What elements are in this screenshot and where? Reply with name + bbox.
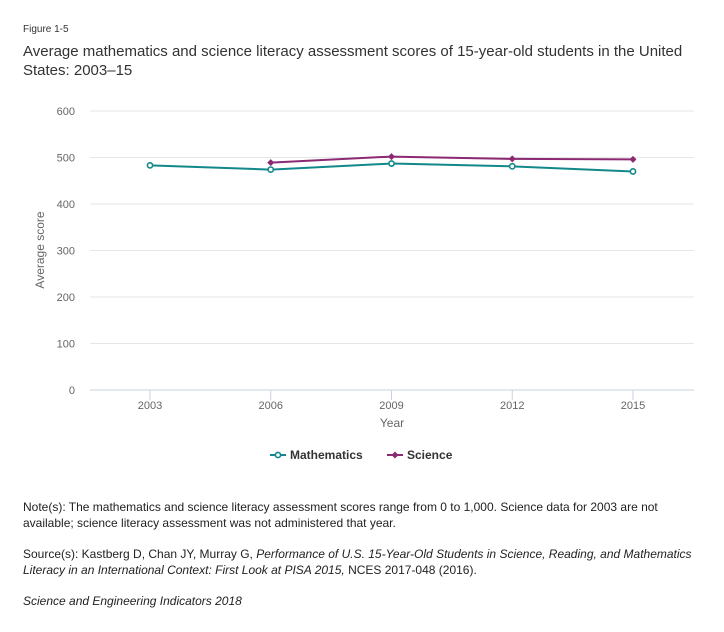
y-tick-label: 500: [57, 153, 75, 165]
note-text: Note(s): The mathematics and science lit…: [23, 500, 658, 530]
data-point-mathematics: [629, 168, 637, 175]
data-point-mathematics: [508, 162, 516, 170]
chart-title: Average mathematics and science literacy…: [23, 43, 683, 79]
legend-label: Mathematics: [290, 448, 363, 462]
x-tick-label: 2003: [138, 400, 162, 412]
legend-marker: [391, 451, 399, 459]
source-title: Performance of U.S. 15-Year-Old Students…: [23, 547, 692, 577]
series-line-science: [270, 155, 634, 164]
data-point-science: [629, 155, 637, 163]
figure-label: Figure 1-5: [23, 24, 69, 35]
legend-item-science: Science: [387, 448, 453, 462]
data-point-science: [267, 159, 275, 167]
data-point-mathematics: [388, 160, 395, 167]
x-axis-label: Year: [380, 416, 404, 430]
x-axis: 2003 2006 2009 2012 2015: [138, 390, 645, 412]
footer-text: Science and Engineering Indicators 2018: [23, 594, 242, 608]
y-axis-label: Average score: [33, 211, 47, 288]
legend-marker: [274, 451, 282, 459]
y-tick-label: 100: [57, 339, 75, 351]
data-point-science: [508, 155, 516, 163]
y-tick-label: 0: [69, 385, 75, 397]
legend-label: Science: [407, 448, 453, 462]
data-point-mathematics: [267, 166, 275, 173]
gridlines: [90, 110, 694, 391]
data-point-science: [388, 153, 395, 161]
y-axis-ticks: 0 100 200 300 400 500 600: [57, 106, 75, 397]
y-tick-label: 200: [57, 292, 75, 304]
source-prefix: Source(s): Kastberg D, Chan JY, Murray G…: [23, 547, 257, 561]
source-text: Source(s): Kastberg D, Chan JY, Murray G…: [23, 546, 703, 578]
y-tick-label: 600: [57, 106, 75, 118]
x-tick-label: 2006: [259, 400, 283, 412]
x-tick-label: 2012: [500, 400, 524, 412]
x-tick-label: 2009: [379, 400, 403, 412]
source-suffix: NCES 2017-048 (2016).: [344, 563, 477, 577]
series-mathematics: [146, 160, 637, 175]
x-tick-label: 2015: [621, 400, 645, 412]
y-tick-label: 400: [57, 199, 75, 211]
legend-item-mathematics: Mathematics: [270, 448, 363, 462]
line-chart: 0 100 200 300 400 500 600 2003 2006 2009 2012 2015…: [33, 106, 694, 462]
series-group: [146, 153, 637, 175]
data-point-mathematics: [146, 162, 154, 169]
series-science: [267, 153, 637, 167]
legend: Mathematics Science: [270, 448, 453, 462]
y-tick-label: 300: [57, 246, 75, 258]
